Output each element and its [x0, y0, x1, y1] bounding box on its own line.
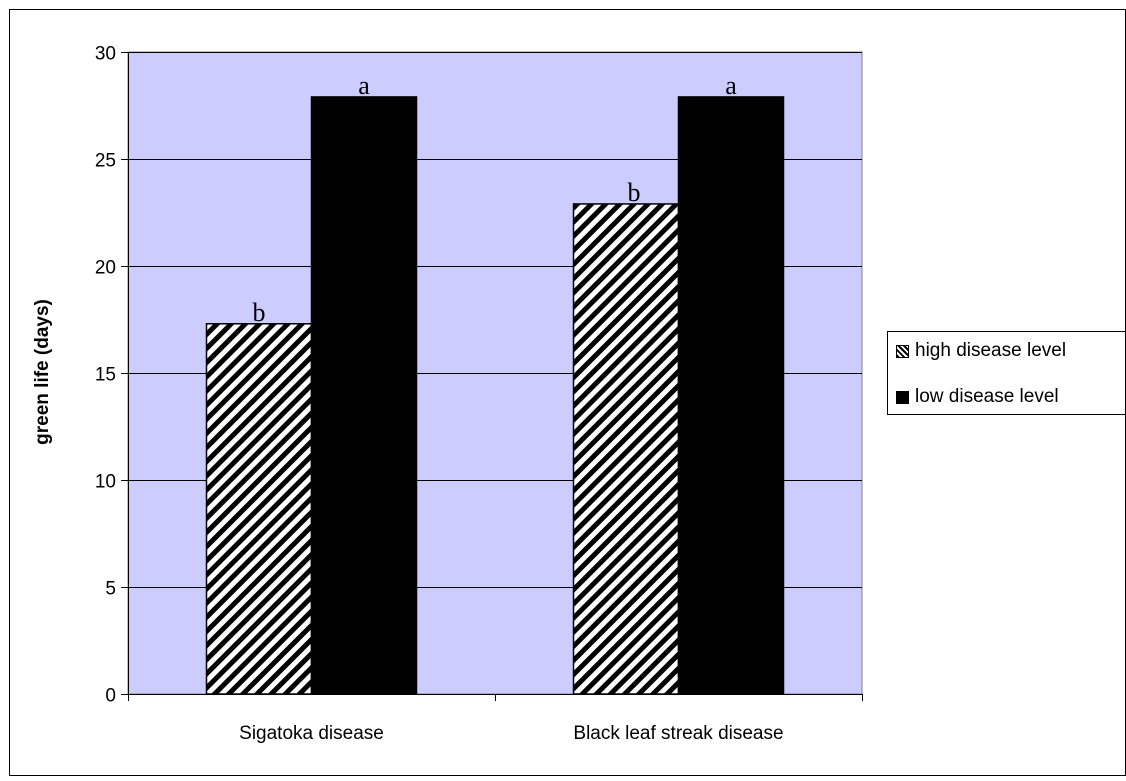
legend: high disease level low disease level	[887, 331, 1126, 415]
significance-label: b	[628, 178, 641, 207]
y-tick-label: 30	[95, 44, 116, 65]
legend-item-high-disease-level: high disease level	[896, 338, 1066, 364]
legend-label: high disease level	[915, 340, 1067, 361]
x-tick-label: Black leaf streak disease	[573, 723, 783, 744]
y-tick-label: 0	[105, 686, 116, 707]
significance-label: a	[725, 71, 737, 100]
significance-label: b	[253, 298, 266, 327]
y-axis-title: green life (days)	[32, 299, 53, 445]
bar-low-disease-level-sigatoka-disease	[310, 96, 418, 695]
axes: 0 5 10 15 20 25 30 Sigatoka disease Black leaf s…	[95, 44, 863, 744]
bar-low-disease-level-black-leaf-streak-disease	[677, 96, 785, 695]
legend-item-low-disease-level: low disease level	[896, 384, 1059, 410]
legend-label: low disease level	[915, 386, 1059, 407]
legend-swatch-solid	[896, 390, 909, 404]
x-tick-label: Sigatoka disease	[239, 723, 384, 744]
bars: b a b a	[205, 71, 785, 695]
bar-high-disease-level-sigatoka-disease	[205, 323, 313, 695]
y-tick-label: 20	[95, 258, 116, 279]
y-tick-label: 5	[105, 579, 116, 600]
y-tick-label: 10	[95, 472, 116, 493]
bar-high-disease-level-black-leaf-streak-disease	[572, 203, 680, 695]
y-tick-label: 15	[95, 365, 116, 386]
y-tick-label: 25	[95, 151, 116, 172]
significance-label: a	[358, 71, 370, 100]
legend-swatch-hatched	[896, 344, 909, 358]
